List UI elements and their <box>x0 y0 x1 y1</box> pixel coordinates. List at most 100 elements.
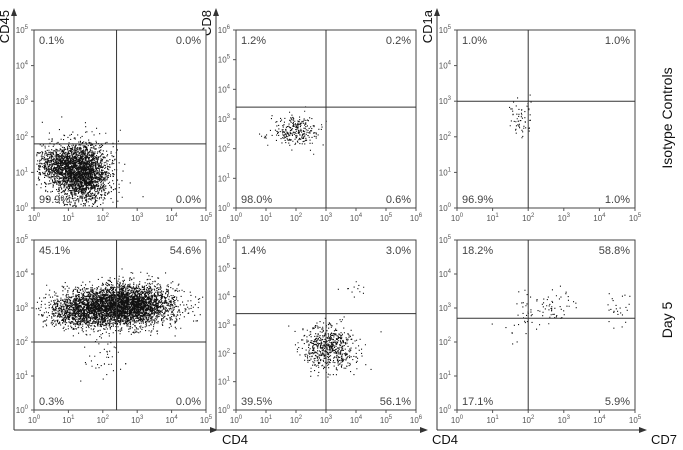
x-arrowhead-icon <box>210 427 218 433</box>
quadrant-ul-percent: 18.2% <box>462 245 493 257</box>
x-tick-label: 102 <box>97 415 110 425</box>
x-axis-title: CD4 <box>222 432 248 447</box>
quadrant-ur-percent: 3.0% <box>386 245 411 257</box>
x-tick-label: 100 <box>451 415 464 425</box>
x-tick-label: 103 <box>320 415 333 425</box>
plot-frame <box>456 29 636 209</box>
quadrant-ul-percent: 1.0% <box>462 35 487 47</box>
y-arrowhead-icon <box>11 8 17 16</box>
quadrant-lr-percent: 0.0% <box>176 396 201 408</box>
event-dots <box>35 268 204 382</box>
y-tick-label: 100 <box>218 405 231 415</box>
x-axis-title: CD7 <box>651 432 677 447</box>
quadrant-ul-percent: 0.1% <box>39 35 64 47</box>
y-tick-label: 105 <box>16 25 29 35</box>
x-tick-label: 104 <box>350 415 363 425</box>
quadrant-ll-percent: 99.9% <box>39 194 70 206</box>
plot-frame <box>456 239 636 411</box>
y-tick-label: 100 <box>218 203 231 213</box>
y-tick-label: 105 <box>439 235 452 245</box>
y-tick-label: 101 <box>439 371 452 381</box>
x-tick-label: 104 <box>165 213 178 223</box>
quadrant-ur-percent: 0.0% <box>176 35 201 47</box>
x-tick-label: 101 <box>260 213 273 223</box>
y-tick-label: 102 <box>439 132 452 142</box>
x-tick-label: 104 <box>165 415 178 425</box>
y-tick-label: 103 <box>218 114 231 124</box>
quadrant-ll-percent: 98.0% <box>241 194 272 206</box>
y-tick-label: 103 <box>439 303 452 313</box>
quadrant-ul-percent: 1.2% <box>241 35 266 47</box>
y-tick-label: 104 <box>439 61 452 71</box>
quadrant-ll-percent: 39.5% <box>241 396 272 408</box>
y-tick-label: 100 <box>439 405 452 415</box>
x-tick-label: 100 <box>451 213 464 223</box>
quadrant-lr-percent: 0.6% <box>386 194 411 206</box>
x-tick-label: 100 <box>230 213 243 223</box>
column-0-axes: CD45 CD4 <box>0 8 248 447</box>
row-label-isotype-controls: Isotype Controls <box>659 67 675 168</box>
quadrant-ul-percent: 45.1% <box>39 245 70 257</box>
x-tick-label: 105 <box>380 415 393 425</box>
y-axis-title: CD1a <box>420 9 435 43</box>
population-0-events <box>288 316 382 378</box>
quadrant-ur-percent: 54.6% <box>170 245 201 257</box>
quadrant-ll-percent: 96.9% <box>462 194 493 206</box>
population-0-events <box>509 94 532 139</box>
x-tick-label: 104 <box>593 415 606 425</box>
quadrant-labels: 1.0% 1.0% 96.9% 1.0% <box>462 35 630 206</box>
y-tick-label: 104 <box>16 269 29 279</box>
quadrant-labels: 1.4% 3.0% 39.5% 56.1% <box>241 245 411 408</box>
x-tick-label: 104 <box>593 213 606 223</box>
x-tick-label: 105 <box>629 213 642 223</box>
x-tick-label: 100 <box>230 415 243 425</box>
y-tick-label: 104 <box>439 269 452 279</box>
quadrant-labels: 0.1% 0.0% 99.9% 0.0% <box>39 35 201 206</box>
y-tick-label: 102 <box>16 132 29 142</box>
x-tick-label: 102 <box>522 415 535 425</box>
quadrant-lr-percent: 1.0% <box>605 194 630 206</box>
x-tick-label: 101 <box>260 415 273 425</box>
population-1-events <box>35 286 151 341</box>
quadrant-ur-percent: 58.8% <box>599 245 630 257</box>
population-1-events <box>36 132 97 198</box>
quadrant-labels: 45.1% 54.6% 0.3% 0.0% <box>39 245 201 408</box>
x-tick-label: 100 <box>28 415 41 425</box>
x-tick-label: 105 <box>629 415 642 425</box>
x-tick-label: 104 <box>350 213 363 223</box>
x-tick-label: 102 <box>290 415 303 425</box>
event-dots <box>288 281 382 378</box>
y-tick-label: 105 <box>218 263 231 273</box>
quadrant-lr-percent: 56.1% <box>380 396 411 408</box>
y-tick-label: 100 <box>439 203 452 213</box>
x-axis-title: CD4 <box>432 432 458 447</box>
y-tick-label: 103 <box>16 303 29 313</box>
x-arrowhead-icon <box>420 427 428 433</box>
x-tick-label: 101 <box>486 213 499 223</box>
x-tick-label: 102 <box>290 213 303 223</box>
quadrant-ul-percent: 1.4% <box>241 245 266 257</box>
x-tick-label: 100 <box>28 213 41 223</box>
quadrant-ll-percent: 0.3% <box>39 396 64 408</box>
y-tick-label: 102 <box>218 348 231 358</box>
y-tick-label: 105 <box>439 25 452 35</box>
y-tick-label: 102 <box>16 337 29 347</box>
quadrant-labels: 1.2% 0.2% 98.0% 0.6% <box>241 35 411 206</box>
y-tick-label: 102 <box>439 337 452 347</box>
y-tick-label: 105 <box>218 55 231 65</box>
population-0-events <box>39 268 204 343</box>
event-dots <box>36 116 144 208</box>
x-tick-label: 105 <box>200 415 213 425</box>
y-tick-label: 103 <box>439 96 452 106</box>
y-tick-label: 103 <box>16 96 29 106</box>
y-tick-label: 101 <box>439 167 452 177</box>
y-tick-label: 101 <box>16 167 29 177</box>
y-tick-label: 103 <box>218 320 231 330</box>
